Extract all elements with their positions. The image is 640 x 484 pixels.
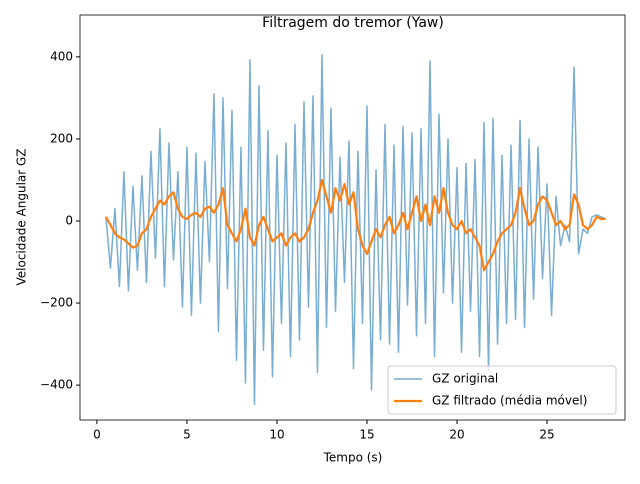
x-tick-label: 0: [93, 428, 101, 442]
x-tick-label: 15: [359, 428, 374, 442]
y-tick-label: 0: [65, 213, 73, 227]
y-axis-label: Velocidade Angular GZ: [15, 148, 29, 285]
y-tick-label: −400: [40, 378, 73, 392]
data-line: [105, 54, 606, 406]
y-tick-label: −200: [40, 296, 73, 310]
legend-label: GZ original: [432, 372, 498, 386]
x-tick-label: 5: [183, 428, 191, 442]
data-line: [104, 178, 606, 272]
y-tick-label: 400: [50, 49, 73, 63]
x-tick-label: 10: [269, 428, 284, 442]
plot-frame: [79, 14, 626, 421]
x-tick-label: 20: [449, 428, 464, 442]
legend-box: [387, 365, 617, 415]
x-axis-label: Tempo (s): [323, 451, 383, 465]
chart-title: Filtragem do tremor (Yaw): [262, 15, 444, 31]
y-tick-label: 200: [50, 131, 73, 145]
legend-label: GZ filtrado (média móvel): [432, 394, 587, 408]
x-tick-label: 25: [539, 428, 554, 442]
